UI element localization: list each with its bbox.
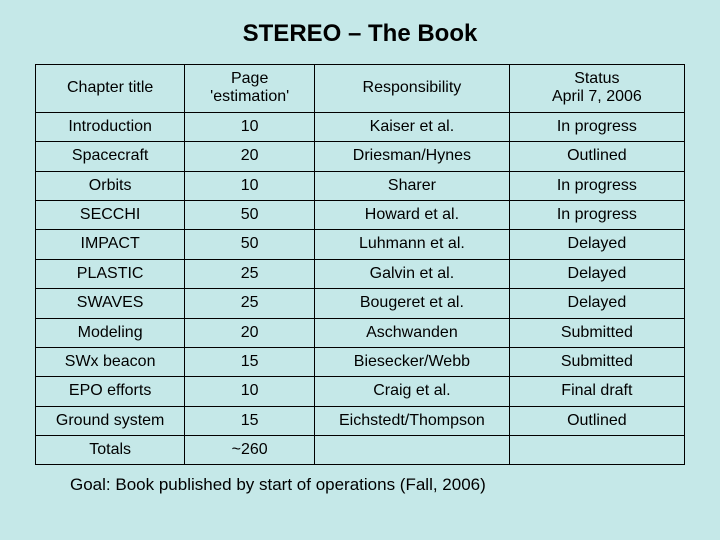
table-row: SWAVES25Bougeret et al.Delayed (36, 289, 685, 318)
cell-pages: 20 (185, 318, 315, 347)
cell-chapter: Modeling (36, 318, 185, 347)
cell-resp (315, 436, 510, 465)
table-row: SECCHI50Howard et al.In progress (36, 200, 685, 229)
table-row: PLASTIC25Galvin et al.Delayed (36, 259, 685, 288)
goal-text: Goal: Book published by start of operati… (35, 475, 685, 495)
cell-chapter: Ground system (36, 406, 185, 435)
cell-status: Delayed (509, 289, 684, 318)
cell-status: Outlined (509, 406, 684, 435)
cell-pages: 10 (185, 377, 315, 406)
cell-resp: Craig et al. (315, 377, 510, 406)
table-row: Orbits10SharerIn progress (36, 171, 685, 200)
cell-chapter: PLASTIC (36, 259, 185, 288)
cell-pages: 25 (185, 259, 315, 288)
cell-status: Submitted (509, 318, 684, 347)
cell-chapter: EPO efforts (36, 377, 185, 406)
cell-pages: 25 (185, 289, 315, 318)
cell-pages: 50 (185, 200, 315, 229)
cell-chapter: Spacecraft (36, 142, 185, 171)
col-chapter: Chapter title (36, 65, 185, 113)
table-row: SWx beacon15Biesecker/WebbSubmitted (36, 347, 685, 376)
cell-status: In progress (509, 171, 684, 200)
chapters-table: Chapter title Page'estimation' Responsib… (35, 64, 685, 465)
cell-resp: Bougeret et al. (315, 289, 510, 318)
table-row: EPO efforts10Craig et al.Final draft (36, 377, 685, 406)
cell-pages: 20 (185, 142, 315, 171)
table-header-row: Chapter title Page'estimation' Responsib… (36, 65, 685, 113)
cell-resp: Galvin et al. (315, 259, 510, 288)
cell-pages: 15 (185, 406, 315, 435)
table-row: Totals~260 (36, 436, 685, 465)
col-pages: Page'estimation' (185, 65, 315, 113)
cell-resp: Sharer (315, 171, 510, 200)
cell-chapter: SECCHI (36, 200, 185, 229)
cell-status: Delayed (509, 230, 684, 259)
cell-chapter: SWx beacon (36, 347, 185, 376)
cell-status: Final draft (509, 377, 684, 406)
slide: STEREO – The Book Chapter title Page'est… (0, 0, 720, 540)
cell-status: In progress (509, 200, 684, 229)
table-row: Modeling20AschwandenSubmitted (36, 318, 685, 347)
cell-chapter: Totals (36, 436, 185, 465)
cell-chapter: Introduction (36, 112, 185, 141)
cell-resp: Howard et al. (315, 200, 510, 229)
col-status: StatusApril 7, 2006 (509, 65, 684, 113)
cell-status: Outlined (509, 142, 684, 171)
col-resp: Responsibility (315, 65, 510, 113)
cell-chapter: IMPACT (36, 230, 185, 259)
cell-pages: 10 (185, 171, 315, 200)
cell-status: Delayed (509, 259, 684, 288)
cell-status: Submitted (509, 347, 684, 376)
table-row: Introduction10Kaiser et al.In progress (36, 112, 685, 141)
slide-title: STEREO – The Book (35, 20, 685, 48)
cell-resp: Eichstedt/Thompson (315, 406, 510, 435)
cell-status (509, 436, 684, 465)
cell-pages: ~260 (185, 436, 315, 465)
cell-resp: Aschwanden (315, 318, 510, 347)
table-row: Spacecraft20Driesman/HynesOutlined (36, 142, 685, 171)
cell-chapter: Orbits (36, 171, 185, 200)
table-body: Introduction10Kaiser et al.In progress S… (36, 112, 685, 465)
table-row: Ground system15Eichstedt/ThompsonOutline… (36, 406, 685, 435)
cell-pages: 15 (185, 347, 315, 376)
cell-status: In progress (509, 112, 684, 141)
table-row: IMPACT50Luhmann et al.Delayed (36, 230, 685, 259)
cell-pages: 50 (185, 230, 315, 259)
cell-chapter: SWAVES (36, 289, 185, 318)
cell-resp: Luhmann et al. (315, 230, 510, 259)
cell-resp: Kaiser et al. (315, 112, 510, 141)
cell-pages: 10 (185, 112, 315, 141)
cell-resp: Driesman/Hynes (315, 142, 510, 171)
cell-resp: Biesecker/Webb (315, 347, 510, 376)
